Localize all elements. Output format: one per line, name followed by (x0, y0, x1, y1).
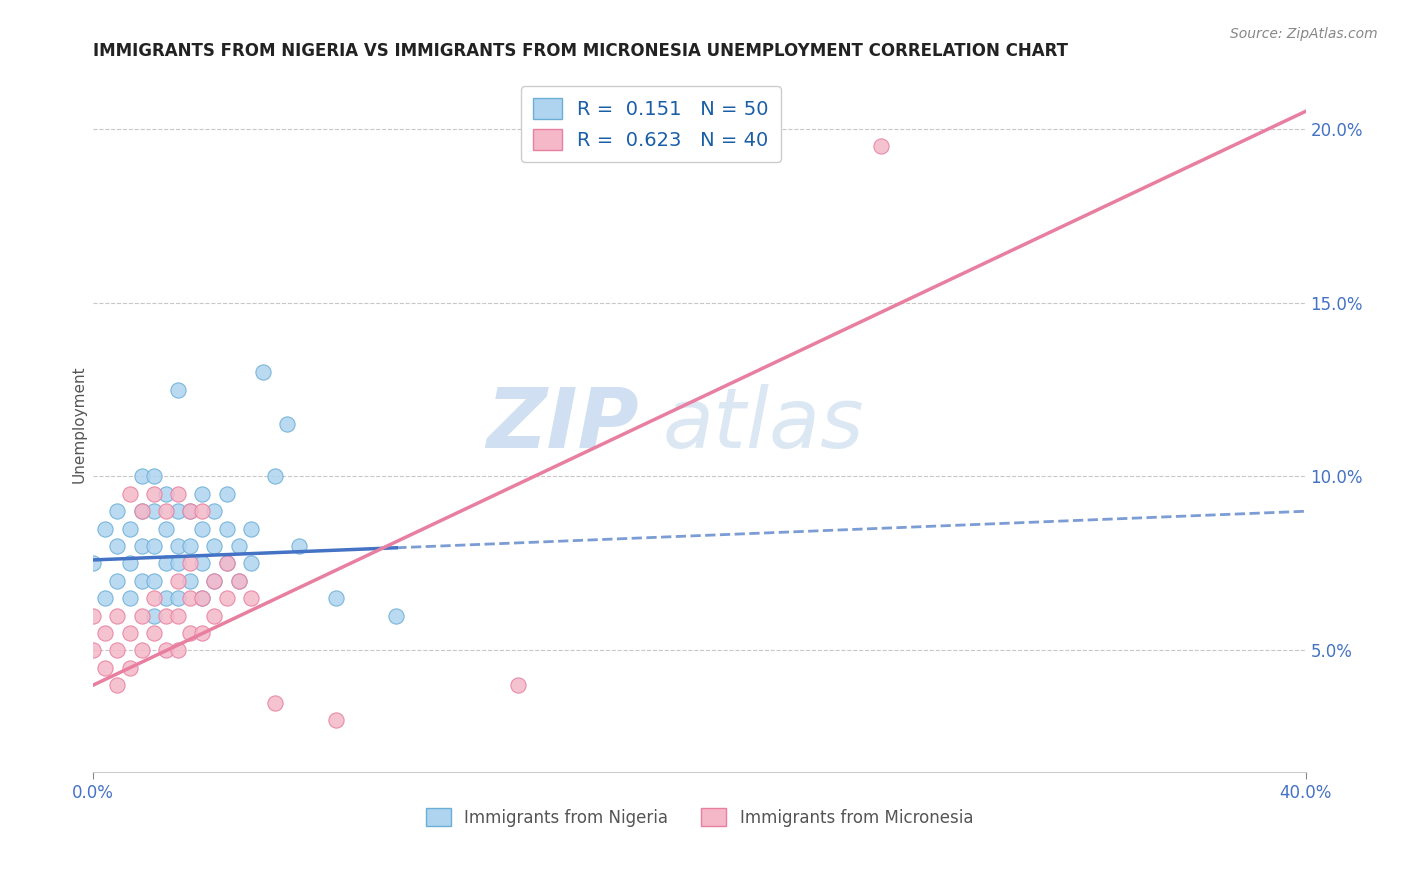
Point (155, 591, 177, 606)
Y-axis label: Unemployment: Unemployment (72, 366, 86, 483)
Point (239, 591, 262, 606)
Point (94, 626, 117, 640)
Point (94, 522, 117, 536)
Point (204, 504, 226, 518)
Point (155, 608, 177, 623)
Point (276, 417, 298, 432)
Point (215, 591, 238, 606)
Point (506, 678, 529, 692)
Point (264, 469, 287, 483)
Point (107, 504, 129, 518)
Text: IMMIGRANTS FROM NIGERIA VS IMMIGRANTS FROM MICRONESIA UNEMPLOYMENT CORRELATION C: IMMIGRANTS FROM NIGERIA VS IMMIGRANTS FR… (93, 42, 1069, 60)
Point (167, 504, 190, 518)
Point (131, 539, 153, 553)
Point (142, 487, 165, 501)
Point (191, 591, 214, 606)
Point (191, 591, 214, 606)
Point (167, 591, 190, 606)
Point (131, 469, 153, 483)
Point (142, 469, 165, 483)
Point (131, 504, 153, 518)
Point (325, 713, 347, 727)
Point (191, 522, 214, 536)
Point (167, 574, 190, 588)
Point (191, 626, 214, 640)
Point (179, 626, 201, 640)
Point (179, 557, 201, 571)
Point (288, 539, 311, 553)
Point (155, 504, 177, 518)
Point (82, 643, 104, 657)
Point (228, 574, 250, 588)
Point (204, 539, 226, 553)
Point (118, 487, 141, 501)
Point (385, 608, 408, 623)
Point (204, 574, 226, 588)
Legend: Immigrants from Nigeria, Immigrants from Micronesia: Immigrants from Nigeria, Immigrants from… (419, 802, 980, 833)
Point (118, 626, 141, 640)
Point (131, 608, 153, 623)
Point (215, 557, 238, 571)
Point (167, 557, 190, 571)
Point (82, 608, 104, 623)
Point (191, 487, 214, 501)
Point (191, 557, 214, 571)
Text: atlas: atlas (664, 384, 865, 465)
Point (107, 678, 129, 692)
Point (142, 504, 165, 518)
Point (118, 661, 141, 675)
Point (252, 365, 274, 379)
Point (118, 557, 141, 571)
Point (191, 504, 214, 518)
Point (179, 539, 201, 553)
Point (239, 557, 262, 571)
Point (167, 383, 190, 397)
Point (142, 539, 165, 553)
Point (179, 504, 201, 518)
Point (118, 591, 141, 606)
Point (228, 539, 250, 553)
Point (179, 591, 201, 606)
Point (142, 626, 165, 640)
Point (204, 574, 226, 588)
Point (239, 522, 262, 536)
Point (179, 574, 201, 588)
Point (131, 643, 153, 657)
Point (264, 696, 287, 710)
Point (82, 557, 104, 571)
Point (215, 522, 238, 536)
Point (167, 643, 190, 657)
Point (131, 504, 153, 518)
Point (215, 557, 238, 571)
Point (107, 608, 129, 623)
Point (94, 591, 117, 606)
Point (215, 487, 238, 501)
Point (118, 522, 141, 536)
Point (167, 487, 190, 501)
Point (142, 591, 165, 606)
Point (107, 574, 129, 588)
Point (155, 522, 177, 536)
Point (204, 608, 226, 623)
Text: Source: ZipAtlas.com: Source: ZipAtlas.com (1230, 27, 1378, 41)
Point (107, 539, 129, 553)
Point (870, 139, 893, 153)
Point (142, 574, 165, 588)
Point (142, 608, 165, 623)
Point (167, 608, 190, 623)
Point (155, 643, 177, 657)
Point (179, 504, 201, 518)
Point (325, 591, 347, 606)
Point (94, 661, 117, 675)
Point (107, 643, 129, 657)
Point (155, 557, 177, 571)
Point (131, 574, 153, 588)
Point (155, 487, 177, 501)
Text: ZIP: ZIP (486, 384, 638, 465)
Point (167, 539, 190, 553)
Point (228, 574, 250, 588)
